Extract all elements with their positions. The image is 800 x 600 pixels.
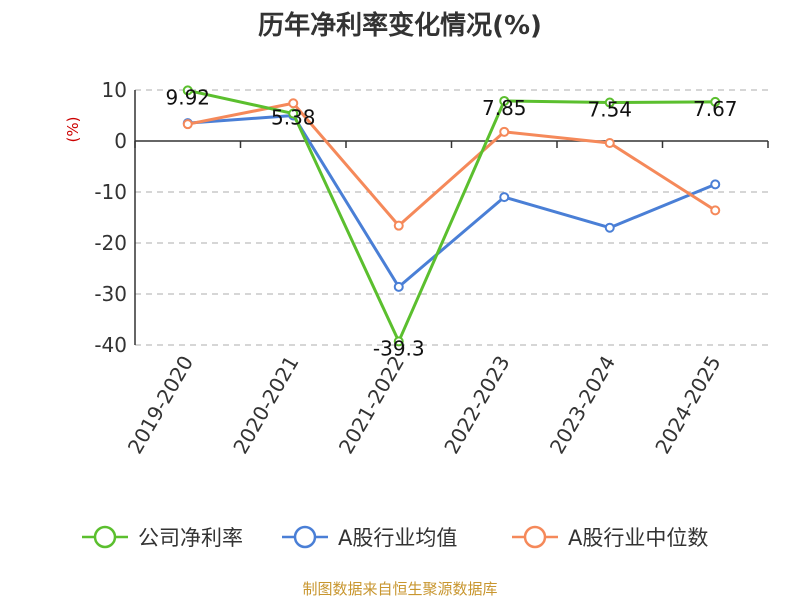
data-point xyxy=(182,119,193,130)
series-lines xyxy=(182,85,721,347)
data-labels: 9.92 5.38 -39.3 7.85 7.54 7.67 xyxy=(165,85,737,360)
x-tick-label: 2020-2021 xyxy=(228,352,303,458)
data-point xyxy=(710,205,721,216)
y-tick-label: -40 xyxy=(94,333,127,357)
x-tick-label: 2019-2020 xyxy=(123,352,198,458)
series-line xyxy=(187,101,717,228)
legend-label: A股行业均值 xyxy=(338,526,457,550)
source-note: 制图数据来自恒生聚源数据库 xyxy=(302,580,497,598)
chart-title: 历年净利率变化情况(%) xyxy=(258,10,542,41)
y-axis-label: (%) xyxy=(64,117,82,143)
data-point xyxy=(710,179,721,190)
data-point xyxy=(710,96,721,107)
data-point xyxy=(288,108,299,119)
y-tick-label: -30 xyxy=(94,282,127,306)
legend-label: A股行业中位数 xyxy=(568,526,708,550)
x-tick-label: 2021-2022 xyxy=(334,352,409,458)
series-line xyxy=(187,114,716,289)
x-tick-label: 2024-2025 xyxy=(650,352,725,458)
data-label: 5.38 xyxy=(271,106,316,130)
data-label: 9.92 xyxy=(165,85,210,109)
data-point xyxy=(499,192,510,203)
data-point xyxy=(499,126,510,137)
y-tick-label: 0 xyxy=(114,129,127,153)
y-tick-label: 10 xyxy=(102,78,127,102)
legend: 公司净利率 A股行业均值 A股行业中位数 xyxy=(82,525,708,550)
data-label: 7.67 xyxy=(693,97,738,121)
legend-swatch-marker xyxy=(293,525,317,549)
y-tick-label: -10 xyxy=(94,180,127,204)
legend-label: 公司净利率 xyxy=(138,526,243,550)
data-point xyxy=(604,222,615,233)
legend-swatch-marker xyxy=(93,525,117,549)
data-label: 7.85 xyxy=(482,96,527,120)
x-tick-label: 2023-2024 xyxy=(545,352,620,458)
data-point xyxy=(182,85,193,96)
y-tick-label: -20 xyxy=(94,231,127,255)
data-point xyxy=(499,95,510,106)
data-point xyxy=(288,98,299,109)
data-point xyxy=(604,97,615,108)
data-point xyxy=(393,220,404,231)
data-label: 7.54 xyxy=(587,98,632,122)
legend-swatch-marker xyxy=(523,525,547,549)
data-point xyxy=(393,281,404,292)
x-tick-label: 2022-2023 xyxy=(439,352,514,458)
data-label: -39.3 xyxy=(373,336,425,360)
series-line xyxy=(187,88,716,343)
data-point xyxy=(604,138,615,149)
data-point xyxy=(393,336,404,347)
